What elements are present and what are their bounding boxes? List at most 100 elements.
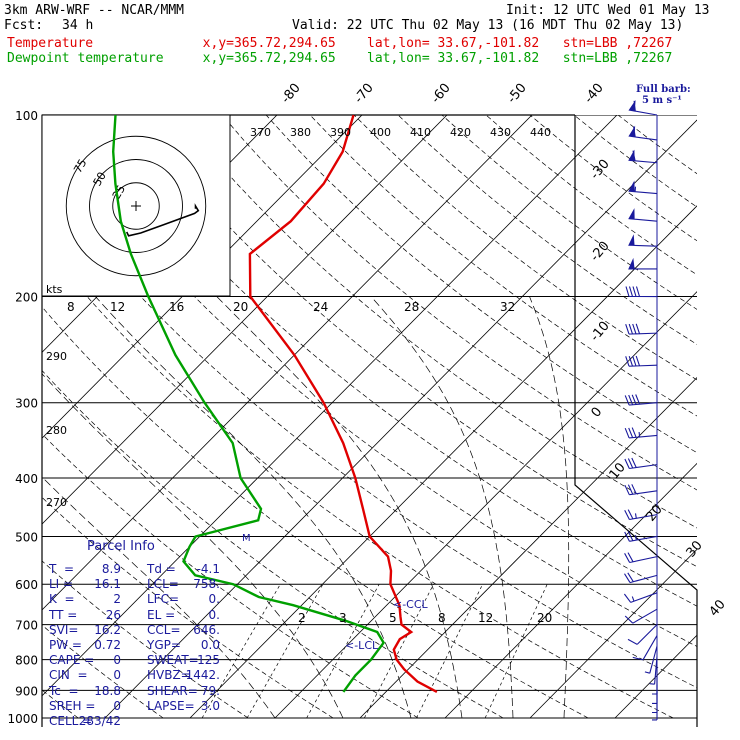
theta-label: 440 bbox=[530, 126, 551, 139]
wind-barb bbox=[624, 457, 658, 470]
wind-barb bbox=[625, 286, 658, 298]
parcel-param-value: 0. bbox=[208, 592, 220, 607]
ccl-marker: <-CCL bbox=[393, 598, 429, 611]
parcel-param-label: LAPSE= bbox=[147, 698, 195, 713]
mixing-ratio-line bbox=[201, 584, 281, 719]
isotherm-line bbox=[189, 205, 697, 719]
isotherm-label: 30 bbox=[684, 538, 706, 560]
isotherm-line bbox=[42, 115, 363, 439]
moist-adiabat-line bbox=[370, 296, 514, 719]
parcel-param-value: 283/42 bbox=[78, 714, 121, 728]
dry-adiabat-line bbox=[89, 115, 697, 607]
mixing-ratio-line bbox=[484, 584, 548, 719]
hodograph-trace bbox=[125, 203, 200, 237]
parcel-param-label: SVI= bbox=[49, 622, 79, 637]
isotherm-label: -40 bbox=[582, 81, 607, 107]
mixing-ratio-label: 20 bbox=[537, 611, 552, 625]
wind-barb bbox=[623, 592, 658, 603]
mixing-ratio-label: 3 bbox=[339, 611, 347, 625]
parcel-param-label: Td = bbox=[147, 562, 176, 576]
parcel-param-label: SHEAR= bbox=[147, 683, 198, 698]
mixing-ratio-label: 8 bbox=[438, 611, 446, 625]
wind-barb bbox=[632, 635, 658, 661]
hodograph-speed-label: kts bbox=[46, 283, 63, 296]
parcel-param-label: CELL = bbox=[49, 714, 93, 728]
lcl-marker: <-LCL bbox=[345, 639, 379, 652]
parcel-param-value: 16.1 bbox=[94, 577, 121, 592]
pressure-label: 600 bbox=[15, 578, 38, 592]
dry-adiabat-line bbox=[221, 115, 697, 491]
mixing-ratio-line bbox=[306, 584, 380, 719]
moist-adiabat-line bbox=[42, 476, 276, 719]
isotherm-label: -70 bbox=[352, 81, 377, 107]
pressure-label: 300 bbox=[15, 397, 38, 411]
wind-barb bbox=[625, 355, 658, 367]
parcel-param-label: HVBZ= bbox=[147, 668, 191, 683]
parcel-param-value: 8.9 bbox=[101, 562, 121, 576]
isotherm-label: -60 bbox=[429, 81, 454, 107]
theta-label: 290 bbox=[46, 350, 67, 363]
temperature-trace bbox=[248, 115, 438, 693]
mixing-ratio-label: 28 bbox=[404, 300, 419, 314]
parcel-param-value: 2 bbox=[113, 592, 121, 607]
hodograph-ring bbox=[89, 159, 183, 253]
isotherm-line bbox=[700, 115, 740, 718]
parcel-info-title: Parcel Info bbox=[87, 539, 155, 554]
parcel-param-label: SWEAT= bbox=[147, 653, 199, 668]
isotherm-label: 10 bbox=[607, 460, 629, 482]
mixing-ratio-line bbox=[364, 584, 434, 719]
parcel-param-value: 0 bbox=[113, 668, 121, 683]
parcel-param-label: LCL= bbox=[147, 577, 179, 592]
wind-barb bbox=[628, 257, 658, 270]
hodograph-ring-label: 75 bbox=[71, 157, 89, 176]
wind-barb bbox=[628, 125, 658, 141]
parcel-param-value: 646. bbox=[193, 622, 220, 637]
parcel-param-value: 79. bbox=[200, 683, 220, 698]
mixing-ratio-label: 2 bbox=[298, 611, 306, 625]
parcel-param-value: 3.0 bbox=[200, 698, 220, 713]
hodograph-ring bbox=[65, 135, 207, 277]
dry-adiabat-line bbox=[42, 241, 674, 719]
wind-barb bbox=[628, 180, 658, 195]
wind-barb bbox=[644, 645, 658, 674]
mixing-ratio-label: 16 bbox=[169, 300, 184, 314]
pressure-label: 200 bbox=[15, 291, 38, 305]
temperature-legend: Temperature x,y=365.72,294.65 lat,lon= 3… bbox=[7, 36, 673, 51]
dry-adiabat-line bbox=[353, 115, 697, 381]
wind-barb bbox=[652, 684, 658, 714]
parcel-param-value: 1442. bbox=[185, 668, 220, 683]
barb-legend-value: 5 m s⁻¹ bbox=[642, 95, 682, 106]
moist-adiabat-line bbox=[42, 373, 344, 719]
hodograph-ring-label: 25 bbox=[110, 183, 128, 202]
hodograph-ring bbox=[112, 182, 160, 230]
isotherm-line bbox=[42, 115, 533, 611]
parcel-param-label: LI = bbox=[49, 577, 74, 592]
parcel-param-label: LFC= bbox=[147, 592, 180, 607]
forecast-hour: 34 h bbox=[62, 18, 94, 33]
mixing-ratio-label: 8 bbox=[67, 300, 75, 314]
wind-barb bbox=[624, 427, 658, 439]
valid-time: Valid: 22 UTC Thu 02 May 13 (16 MDT Thu … bbox=[292, 18, 684, 33]
parcel-param-value: 125 bbox=[197, 653, 220, 668]
isotherm-label: -20 bbox=[588, 239, 613, 265]
mixing-ratio-label: 12 bbox=[478, 611, 493, 625]
wind-barb bbox=[628, 100, 658, 116]
moist-adiabat-line bbox=[95, 296, 412, 719]
wind-barb bbox=[627, 624, 658, 645]
wind-barb bbox=[624, 394, 658, 406]
isotherm-line bbox=[614, 634, 697, 719]
pressure-label: 800 bbox=[15, 654, 38, 668]
dry-adiabat-line bbox=[42, 433, 419, 719]
barb-legend-title: Full barb: bbox=[636, 84, 691, 95]
dry-adiabat-line bbox=[441, 115, 697, 310]
isotherm-label: 40 bbox=[707, 597, 729, 619]
dry-adiabat-line bbox=[485, 115, 697, 276]
wind-barb bbox=[628, 234, 658, 247]
dry-adiabat-line bbox=[42, 369, 504, 719]
theta-label: 430 bbox=[490, 126, 511, 139]
isotherm-label: 0 bbox=[589, 405, 606, 421]
dry-adiabat-line bbox=[42, 624, 164, 719]
wind-barb bbox=[624, 509, 658, 521]
init-time: Init: 12 UTC Wed 01 May 13 bbox=[506, 3, 710, 18]
wind-barb bbox=[628, 208, 658, 222]
